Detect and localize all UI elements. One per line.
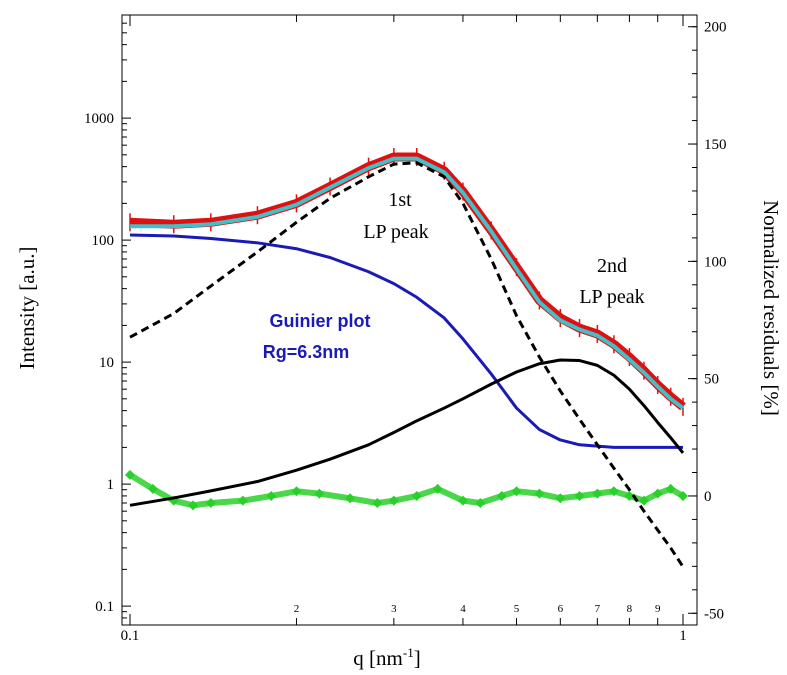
annotation-1st: 1st <box>388 189 412 211</box>
y-tick-label: 100 <box>92 233 115 249</box>
residuals-band <box>128 472 685 509</box>
x-minor-tick-label: 3 <box>391 603 397 615</box>
y-tick-label: 10 <box>99 355 114 371</box>
x-minor-tick-label: 9 <box>655 603 661 615</box>
x-tick-label: 1 <box>679 628 687 644</box>
y2-tick-label: 0 <box>704 489 712 505</box>
y-tick-label: 1 <box>107 477 115 493</box>
x-minor-tick-label: 2 <box>294 603 300 615</box>
guinier-line <box>129 233 683 449</box>
y2-tick-label: 100 <box>704 254 727 270</box>
y-axis-label: Intensity [a.u.] <box>15 246 39 369</box>
series-layer <box>125 147 688 568</box>
y2-tick-label: 200 <box>704 20 727 36</box>
plot-frame <box>121 14 698 626</box>
lp2-line <box>129 358 685 507</box>
x-minor-tick-label: 8 <box>627 603 633 615</box>
x-minor-tick-label: 5 <box>514 603 520 615</box>
y-tick-label: 1000 <box>84 111 114 127</box>
y2-tick-label: -50 <box>704 606 724 622</box>
y-tick-label: 0.1 <box>95 599 114 615</box>
fit-line <box>130 156 685 410</box>
y2-tick-label: 150 <box>704 137 727 153</box>
annotation-guinier-plot: Guinier plot <box>270 311 371 331</box>
y2-axis-label: Normalized residuals [%] <box>759 200 783 416</box>
y2-tick-label: 50 <box>704 372 719 388</box>
x-axis-label: q [nm-1] <box>353 645 420 670</box>
x-minor-tick-label: 6 <box>558 603 564 615</box>
x-minor-tick-label: 4 <box>460 603 466 615</box>
annotation-2nd: 2nd <box>597 255 627 277</box>
x-tick-label: 0.1 <box>121 628 140 644</box>
annotation-2nd-lp-peak: LP peak <box>579 286 644 308</box>
annotation-rg: Rg=6.3nm <box>263 342 350 362</box>
lp1-dashed-line <box>129 161 685 568</box>
annotation-1st-lp-peak: LP peak <box>363 221 428 243</box>
x-minor-tick-label: 7 <box>595 603 601 615</box>
ticks-layer: 0.1 1 10 100 1000 -50 0 50 100 150 200 0.1 1 2 3 4 5 6 7 8 9 <box>84 14 727 644</box>
